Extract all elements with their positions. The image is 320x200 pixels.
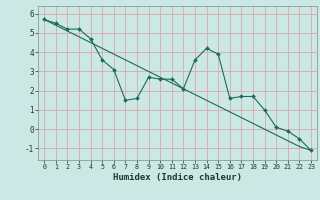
X-axis label: Humidex (Indice chaleur): Humidex (Indice chaleur) xyxy=(113,173,242,182)
